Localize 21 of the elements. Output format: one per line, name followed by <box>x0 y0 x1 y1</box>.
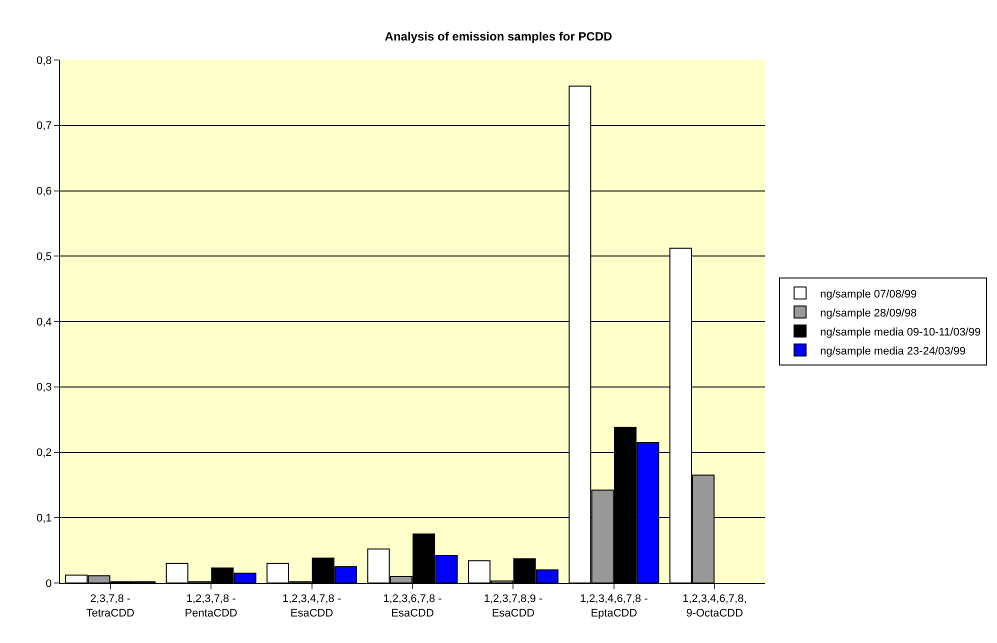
y-tick-label: 0,2 <box>36 447 52 460</box>
y-tick-label: 0,8 <box>36 54 52 67</box>
x-tick-label: 2,3,7,8 - TetraCDD <box>86 593 135 620</box>
y-tick-label: 0,4 <box>36 316 52 328</box>
y-tick-label: 0,3 <box>36 382 52 394</box>
y-tick-label: 0 <box>46 578 52 590</box>
x-tick-label: 1,2,3,6,7,8 - EsaCDD <box>383 593 442 620</box>
legend-label: ng/sample 07/08/99 <box>820 288 917 300</box>
legend-label: ng/sample media 23-24/03/99 <box>820 345 966 358</box>
y-tick-label: 0,1 <box>36 512 52 524</box>
y-tick-label: 0,7 <box>36 120 52 132</box>
legend-label: ng/sample 28/09/98 <box>820 307 917 320</box>
x-tick-label: 1,2,3,4,6,7,8 - EptaCDD <box>580 593 648 620</box>
x-tick-label: 1,2,3,4,7,8 - EsaCDD <box>282 593 342 620</box>
x-tick-label: 1,2,3,7,8,9 - EsaCDD <box>484 593 543 620</box>
chart-title: Analysis of emission samples for PCDD <box>384 30 613 44</box>
y-tick-label: 0,6 <box>36 186 52 198</box>
x-tick-label: 1,2,3,7,8 - PentaCDD <box>184 593 238 620</box>
y-tick-label: 0,5 <box>36 250 52 263</box>
legend-label: ng/sample media 09-10-11/03/99 <box>820 326 981 338</box>
x-tick-label: 1,2,3,4,6,7,8, 9-OctaCDD <box>682 593 747 620</box>
